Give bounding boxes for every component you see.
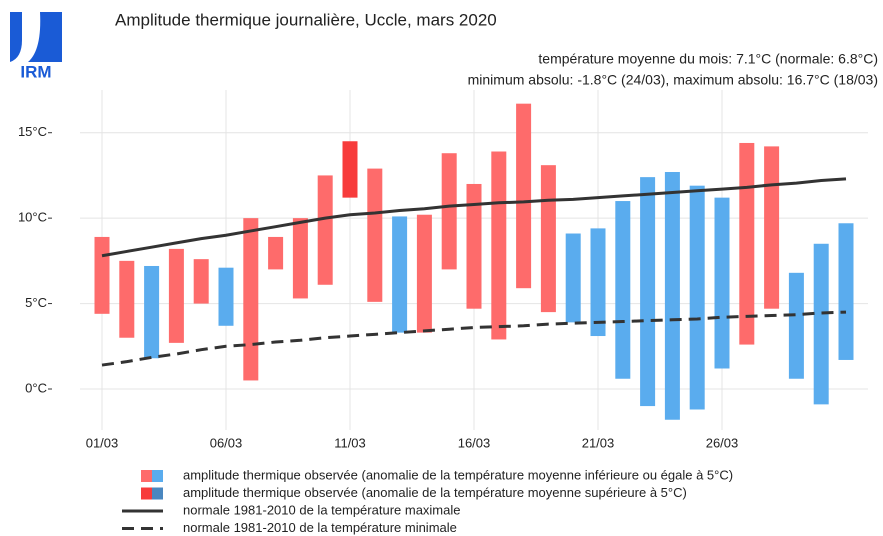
bar <box>739 142 755 345</box>
bar <box>392 216 408 333</box>
bar <box>516 103 532 289</box>
legend-swatch <box>152 470 163 482</box>
bar <box>590 228 606 337</box>
bar <box>317 175 333 285</box>
y-tick-label: 15°C <box>18 124 47 139</box>
legend-swatch <box>152 487 163 500</box>
bar <box>168 248 184 343</box>
x-tick-label: 26/03 <box>706 435 739 450</box>
normal-line <box>101 177 847 258</box>
bar <box>838 223 854 360</box>
bar <box>292 218 308 299</box>
legend-label: normale 1981-2010 de la température maxi… <box>183 502 461 517</box>
bar <box>218 267 234 326</box>
legend-swatch <box>141 470 152 482</box>
bar <box>764 146 780 309</box>
bar <box>119 260 135 338</box>
chart-title: Amplitude thermique journalière, Uccle, … <box>115 10 497 29</box>
logo-text: IRM <box>20 62 51 81</box>
bar <box>441 153 457 270</box>
bar <box>813 243 829 405</box>
legend-label: amplitude thermique observée (anomalie d… <box>183 485 687 500</box>
legend-label: amplitude thermique observée (anomalie d… <box>183 467 733 482</box>
y-tick-label: 5°C <box>25 295 47 310</box>
x-tick-label: 06/03 <box>210 435 243 450</box>
bar <box>94 236 110 314</box>
bar <box>342 141 358 198</box>
normal-line <box>101 310 847 367</box>
annotation: minimum absolu: -1.8°C (24/03), maximum … <box>468 72 878 88</box>
bar <box>689 185 705 410</box>
bar <box>714 197 730 369</box>
bar <box>664 172 680 420</box>
bar <box>367 168 383 302</box>
bar <box>193 259 209 304</box>
x-tick-label: 01/03 <box>86 435 119 450</box>
bar <box>640 177 656 407</box>
x-tick-label: 11/03 <box>334 435 366 450</box>
legend-label: normale 1981-2010 de la température mini… <box>183 520 457 535</box>
bar <box>144 265 160 359</box>
legend-swatch <box>141 487 152 500</box>
bar <box>243 218 259 381</box>
bar <box>540 165 556 313</box>
y-tick-label: 10°C <box>18 210 47 225</box>
annotation: température moyenne du mois: 7.1°C (norm… <box>538 51 878 67</box>
bar <box>416 214 432 333</box>
x-tick-label: 21/03 <box>582 435 615 450</box>
bar <box>565 233 581 323</box>
logo: IRM <box>10 12 62 81</box>
bar <box>491 151 507 340</box>
x-tick-label: 16/03 <box>458 435 491 450</box>
bar <box>788 272 804 379</box>
bar <box>268 236 284 270</box>
bar <box>615 201 631 379</box>
bar <box>466 183 482 309</box>
y-tick-label: 0°C <box>25 380 47 395</box>
